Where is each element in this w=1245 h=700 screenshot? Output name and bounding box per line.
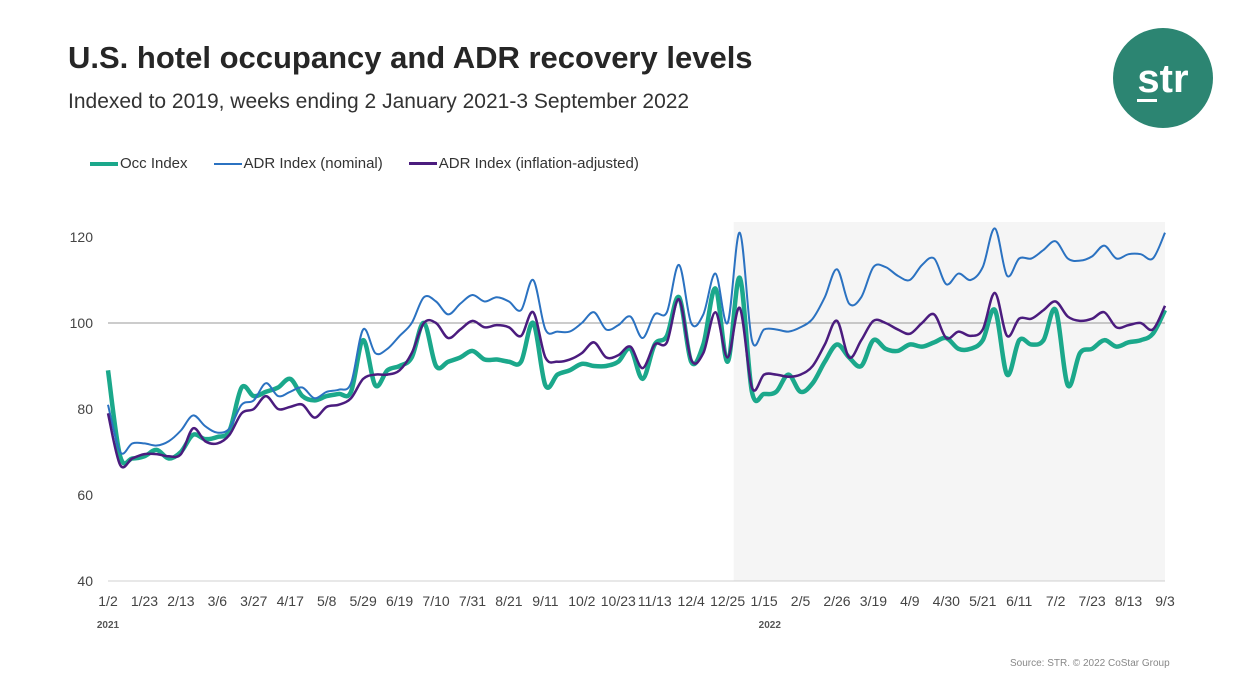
x-tick-label: 5/21 bbox=[969, 593, 996, 609]
x-tick-label: 8/13 bbox=[1115, 593, 1142, 609]
chart-subtitle: Indexed to 2019, weeks ending 2 January … bbox=[68, 90, 690, 113]
y-tick-label: 100 bbox=[70, 315, 94, 331]
x-tick-label: 11/13 bbox=[638, 593, 672, 609]
legend-item-adr-infl: ADR Index (inflation-adjusted) bbox=[408, 155, 639, 172]
y-tick-label: 120 bbox=[70, 229, 94, 245]
series-line-occ bbox=[105, 275, 1168, 466]
y-tick-label: 80 bbox=[77, 401, 93, 417]
x-tick-label: 6/11 bbox=[1006, 593, 1032, 609]
x-tick-label: 8/21 bbox=[495, 593, 522, 609]
x-tick-label: 4/30 bbox=[933, 593, 960, 609]
year-label: 2022 bbox=[759, 620, 782, 631]
x-tick-label: 2/5 bbox=[791, 593, 811, 609]
legend-swatch-adr-nominal bbox=[213, 162, 242, 165]
x-tick-label: 5/8 bbox=[317, 593, 337, 609]
x-tick-label: 9/3 bbox=[1155, 593, 1175, 609]
x-tick-label: 10/23 bbox=[601, 593, 636, 609]
legend-item-occ: Occ Index bbox=[90, 155, 188, 172]
y-tick-label: 60 bbox=[77, 487, 93, 503]
x-tick-label: 5/29 bbox=[350, 593, 377, 609]
x-tick-label: 7/2 bbox=[1046, 593, 1066, 609]
x-tick-label: 7/31 bbox=[459, 593, 486, 609]
series-line-adr-infl bbox=[106, 291, 1167, 469]
legend-label: ADR Index (inflation-adjusted) bbox=[438, 155, 639, 172]
x-tick-label: 4/9 bbox=[900, 593, 920, 609]
legend-item-adr-nominal: ADR Index (nominal) bbox=[213, 155, 383, 172]
x-tick-label: 3/6 bbox=[208, 593, 228, 609]
legend-swatch-adr-infl bbox=[408, 162, 437, 165]
legend-label: ADR Index (nominal) bbox=[243, 155, 383, 172]
x-tick-label: 2/26 bbox=[823, 593, 850, 609]
series-line-adr-nominal bbox=[107, 227, 1166, 455]
legend-label: Occ Index bbox=[120, 155, 188, 172]
y-tick-label: 40 bbox=[77, 573, 93, 589]
x-tick-label: 9/11 bbox=[532, 593, 558, 609]
svg-text:str: str bbox=[1137, 57, 1188, 101]
legend: Occ Index ADR Index (nominal) ADR Index … bbox=[90, 155, 639, 172]
x-tick-label: 2/13 bbox=[167, 593, 194, 609]
x-tick-label: 4/17 bbox=[277, 593, 304, 609]
x-tick-label: 3/19 bbox=[860, 593, 887, 609]
x-tick-label: 1/23 bbox=[131, 593, 158, 609]
x-tick-label: 7/23 bbox=[1078, 593, 1105, 609]
chart-title: U.S. hotel occupancy and ADR recovery le… bbox=[68, 40, 753, 75]
x-tick-label: 12/4 bbox=[678, 593, 705, 609]
x-tick-label: 7/10 bbox=[422, 593, 449, 609]
x-tick-label: 3/27 bbox=[240, 593, 267, 609]
source-note: Source: STR. © 2022 CoStar Group bbox=[1010, 658, 1170, 669]
shaded-2022-region bbox=[733, 222, 1165, 581]
x-tick-label: 1/2 bbox=[98, 593, 118, 609]
x-tick-label: 1/15 bbox=[750, 593, 777, 609]
x-tick-label: 6/19 bbox=[386, 593, 413, 609]
x-tick-label: 12/25 bbox=[710, 593, 745, 609]
x-tick-label: 10/2 bbox=[568, 593, 595, 609]
year-label: 2021 bbox=[97, 620, 120, 631]
str-logo: str bbox=[1113, 28, 1213, 128]
legend-swatch-occ bbox=[90, 161, 118, 166]
